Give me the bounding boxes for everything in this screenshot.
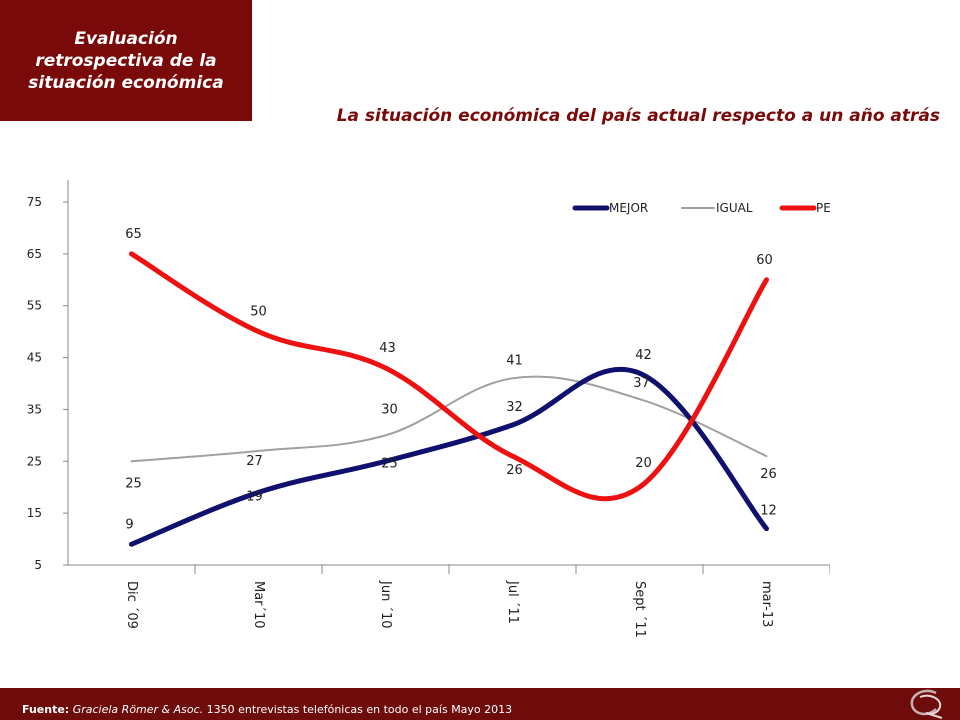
chart-axes: 5 15 25 35 45 55 65 75 Dic ´09 Mar´10 Jun ´10 Jul ´… [27,180,830,638]
x-tick-label: Dic ´09 [124,581,139,629]
source-detail: 1350 entrevistas telefónicas en todo el … [206,703,513,716]
data-label-peor: 26 [506,463,523,478]
x-tick-label: Sept ´11 [632,581,647,638]
data-label-mejor: 32 [506,400,523,415]
y-tick-label: 55 [27,299,42,313]
company-logo-icon [910,689,943,719]
x-tick-label: Jun ´10 [378,580,393,629]
y-tick-label: 15 [27,506,42,520]
x-tick-label: mar-13 [759,581,774,627]
series-line-peor [129,251,769,502]
data-label-mejor: 19 [246,489,263,504]
legend-label-peor: PEOR [816,201,830,215]
y-tick-label: 65 [27,247,42,261]
chart-subtitle: La situación económica del país actual r… [336,106,940,126]
data-label-igual: 26 [760,467,777,482]
series-line-mejor [129,366,769,547]
y-tick-label: 35 [27,402,42,416]
chart-data-labels: 9 19 25 32 42 12 25 27 30 41 37 26 65 50 43 26 20 60 [125,227,777,532]
data-label-peor: 43 [379,341,396,356]
chart-series [129,251,769,547]
data-label-peor: 50 [250,305,267,320]
chart-area: 5 15 25 35 45 55 65 75 Dic ´09 Mar´10 Jun ´10 Jul ´… [10,172,830,652]
data-label-igual: 25 [125,476,142,491]
source-note: Fuente: Graciela Römer & Asoc. 1350 entr… [22,703,512,716]
data-label-mejor: 12 [760,504,777,519]
line-chart: 5 15 25 35 45 55 65 75 Dic ´09 Mar´10 Jun ´10 Jul ´… [27,180,830,638]
footer-bar: Fuente: Graciela Römer & Asoc. 1350 entr… [0,688,960,720]
data-label-igual: 27 [246,454,263,469]
series-line-igual [130,375,768,463]
source-label: Fuente: [22,703,70,716]
legend-label-igual: IGUAL [716,201,753,215]
data-label-mejor: 9 [125,517,133,532]
legend-label-mejor: MEJOR [609,201,648,215]
data-label-igual: 30 [381,402,398,417]
data-label-igual: 37 [633,376,650,391]
title-box: Evaluación retrospectiva de la situación… [0,0,252,121]
y-tick-label: 25 [27,454,42,468]
data-label-igual: 41 [506,353,523,368]
y-tick-label: 75 [27,195,42,209]
x-tick-label: Jul ´11 [505,580,520,624]
chart-legend: MEJOR IGUAL PEOR [572,201,830,215]
source-org: Graciela Römer & Asoc. [72,703,204,716]
page-title: Evaluación retrospectiva de la situación… [28,28,224,93]
y-tick-label: 45 [27,351,42,365]
x-tick-label: Mar´10 [251,581,266,629]
y-tick-label: 5 [34,558,42,572]
data-label-peor: 60 [756,253,773,268]
data-label-peor: 20 [635,456,652,471]
data-label-mejor: 25 [381,456,398,471]
data-label-mejor: 42 [635,348,652,363]
data-label-peor: 65 [125,227,142,242]
